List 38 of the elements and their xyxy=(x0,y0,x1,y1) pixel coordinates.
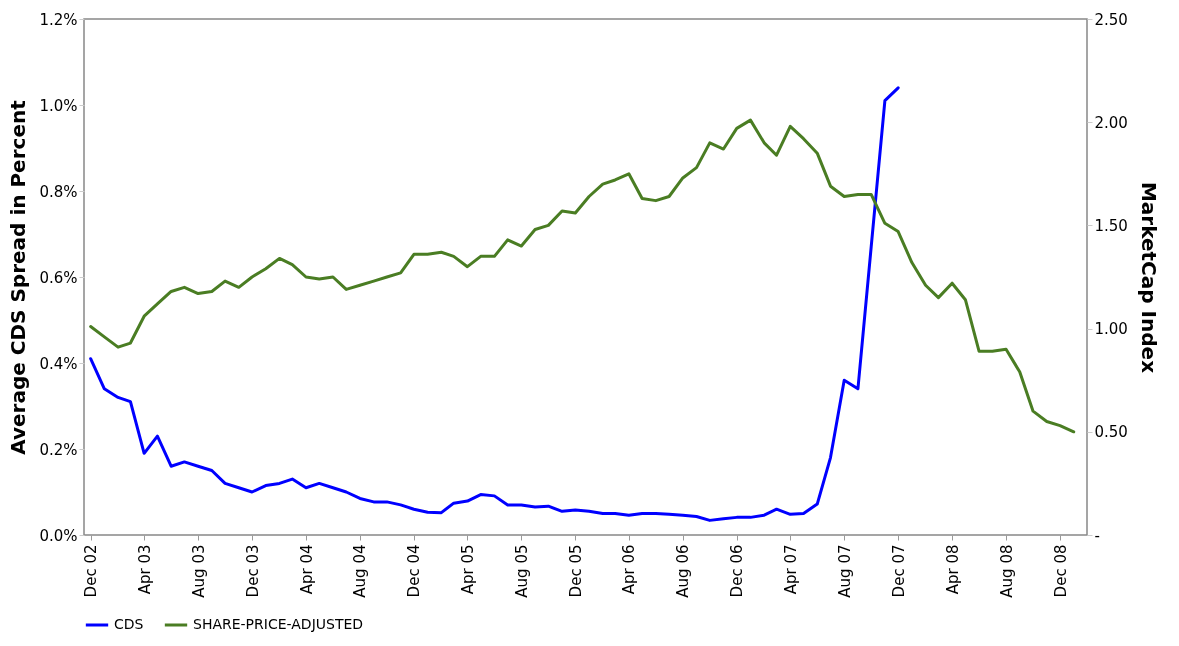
x-tick-label: Dec 07 xyxy=(889,544,908,598)
x-tick-label: Dec 02 xyxy=(82,544,101,598)
y-tick-label: 0.6% xyxy=(39,268,78,287)
x-tick-label: Aug 05 xyxy=(512,544,531,598)
x-tick-label: Apr 04 xyxy=(297,544,316,595)
line-series xyxy=(89,86,900,522)
x-tick-label: Apr 03 xyxy=(135,544,154,595)
x-tick-label: Aug 07 xyxy=(835,544,854,598)
x-tick-label: Dec 04 xyxy=(405,544,424,598)
y-tick-label: 0.0% xyxy=(39,526,78,545)
legend-label: CDS xyxy=(114,616,144,632)
y-tick-label: 0.2% xyxy=(39,440,78,459)
y2-axis-title: MarketCap Index xyxy=(1136,181,1161,374)
x-tick-label: Dec 06 xyxy=(728,544,747,598)
x-tick-label: Apr 07 xyxy=(781,544,800,595)
y2-tick-label: 1.00 xyxy=(1094,320,1128,339)
y2-tick-label: 2.00 xyxy=(1094,113,1128,132)
x-tick-label: Aug 06 xyxy=(674,544,693,598)
line-series xyxy=(89,118,1076,434)
legend-label: SHARE-PRICE-ADJUSTED xyxy=(193,616,364,632)
y2-tick-label: 0.50 xyxy=(1094,423,1128,442)
x-tick-label: Apr 08 xyxy=(943,544,962,595)
y2-tick-label: 1.50 xyxy=(1094,216,1128,235)
x-tick-label: Dec 08 xyxy=(1051,544,1070,598)
x-tick-label: Apr 05 xyxy=(458,544,477,595)
y-tick-label: 1.0% xyxy=(39,96,78,115)
x-tick-label: Aug 08 xyxy=(997,544,1016,598)
y-axis-title: Average CDS Spread in Percent xyxy=(6,99,31,455)
y2-tick-label: 2.50 xyxy=(1094,10,1128,29)
y2-tick-label: - xyxy=(1094,526,1100,545)
x-tick-label: Dec 03 xyxy=(243,544,262,598)
x-tick-label: Aug 03 xyxy=(189,544,208,598)
y-tick-label: 1.2% xyxy=(39,10,78,29)
x-tick-label: Aug 04 xyxy=(351,544,370,598)
x-tick-label: Apr 06 xyxy=(620,544,639,595)
y-tick-label: 0.8% xyxy=(39,182,78,201)
x-tick-label: Dec 05 xyxy=(566,544,585,598)
y-tick-label: 0.4% xyxy=(39,354,78,373)
